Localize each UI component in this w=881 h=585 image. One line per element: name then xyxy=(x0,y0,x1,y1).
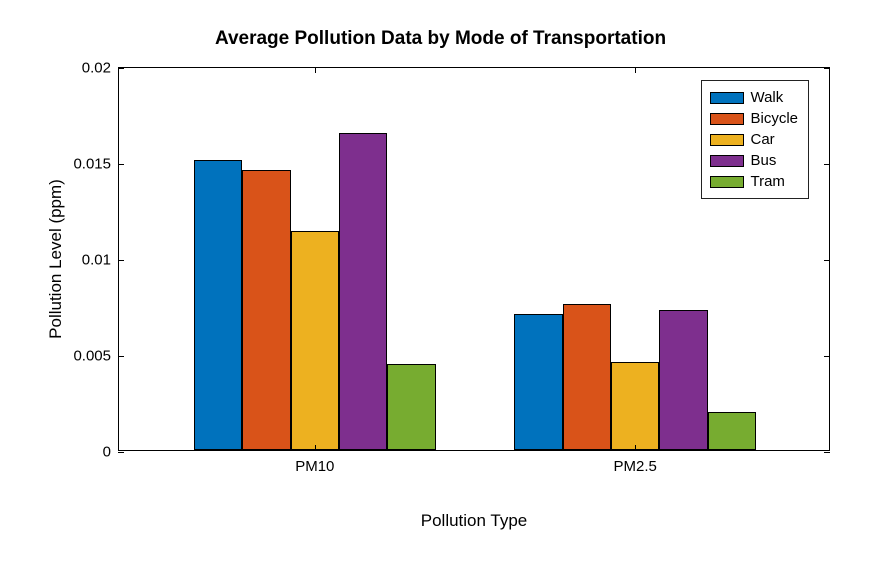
ytick-mark xyxy=(118,452,124,453)
bar xyxy=(563,304,611,450)
legend-swatch xyxy=(710,92,744,104)
plot-area: 00.0050.010.0150.02 PM10PM2.5 WalkBicycl… xyxy=(118,67,830,451)
bar xyxy=(611,362,659,450)
bar xyxy=(194,160,242,450)
bar xyxy=(387,364,435,450)
legend: WalkBicycleCarBusTram xyxy=(701,80,809,199)
bar xyxy=(659,310,707,450)
xtick-mark xyxy=(315,445,316,451)
xtick-mark xyxy=(635,67,636,73)
bar xyxy=(291,231,339,450)
ytick-mark xyxy=(118,164,124,165)
xtick-mark xyxy=(315,67,316,73)
legend-swatch xyxy=(710,134,744,146)
ytick-mark xyxy=(824,164,830,165)
legend-label: Bicycle xyxy=(750,108,798,129)
bar xyxy=(708,412,756,450)
legend-label: Car xyxy=(750,129,774,150)
ytick-label: 0.015 xyxy=(73,156,119,173)
ytick-mark xyxy=(118,356,124,357)
legend-item: Tram xyxy=(710,171,798,192)
chart-container: Average Pollution Data by Mode of Transp… xyxy=(0,0,881,585)
legend-swatch xyxy=(710,176,744,188)
legend-item: Car xyxy=(710,129,798,150)
xtick-label: PM10 xyxy=(295,450,334,475)
xtick-label: PM2.5 xyxy=(614,450,657,475)
ytick-label: 0.02 xyxy=(82,60,119,77)
ytick-label: 0.005 xyxy=(73,348,119,365)
legend-label: Bus xyxy=(750,150,776,171)
ytick-mark xyxy=(824,68,830,69)
xtick-mark xyxy=(635,445,636,451)
legend-item: Bicycle xyxy=(710,108,798,129)
bar xyxy=(514,314,562,450)
legend-swatch xyxy=(710,113,744,125)
x-axis-label: Pollution Type xyxy=(421,511,527,531)
ytick-mark xyxy=(824,260,830,261)
ytick-mark xyxy=(118,68,124,69)
ytick-mark xyxy=(118,260,124,261)
legend-item: Walk xyxy=(710,87,798,108)
legend-label: Walk xyxy=(750,87,783,108)
ytick-label: 0.01 xyxy=(82,252,119,269)
bar xyxy=(242,170,290,450)
ytick-mark xyxy=(824,356,830,357)
ytick-label: 0 xyxy=(103,444,119,461)
y-axis-label: Pollution Level (ppm) xyxy=(46,179,66,339)
legend-label: Tram xyxy=(750,171,784,192)
ytick-mark xyxy=(824,452,830,453)
legend-item: Bus xyxy=(710,150,798,171)
legend-swatch xyxy=(710,155,744,167)
bar xyxy=(339,133,387,450)
chart-title: Average Pollution Data by Mode of Transp… xyxy=(0,28,881,50)
